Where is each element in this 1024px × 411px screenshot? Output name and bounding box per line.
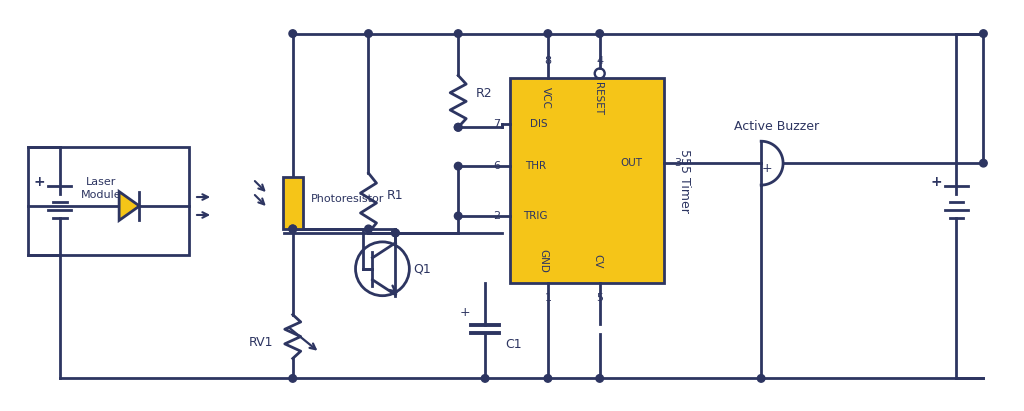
FancyBboxPatch shape bbox=[283, 177, 303, 229]
Circle shape bbox=[289, 225, 297, 233]
FancyBboxPatch shape bbox=[510, 79, 665, 283]
Circle shape bbox=[481, 375, 488, 382]
Text: Photoresistor: Photoresistor bbox=[310, 194, 384, 204]
Circle shape bbox=[455, 162, 462, 170]
Text: C1: C1 bbox=[505, 338, 521, 351]
Circle shape bbox=[455, 212, 462, 220]
Text: 7: 7 bbox=[493, 119, 500, 129]
Text: 555 Timer: 555 Timer bbox=[678, 149, 691, 212]
Text: DIS: DIS bbox=[530, 119, 548, 129]
Text: +: + bbox=[460, 306, 470, 319]
Text: 6: 6 bbox=[493, 161, 500, 171]
Text: R2: R2 bbox=[476, 87, 493, 100]
Text: OUT: OUT bbox=[621, 158, 642, 168]
Text: Laser: Laser bbox=[86, 177, 117, 187]
Circle shape bbox=[289, 375, 297, 382]
Circle shape bbox=[596, 30, 603, 37]
Text: +: + bbox=[34, 175, 45, 189]
Text: 4: 4 bbox=[596, 56, 603, 67]
Circle shape bbox=[455, 123, 462, 131]
Text: CV: CV bbox=[593, 254, 603, 268]
Text: +: + bbox=[931, 175, 942, 189]
Text: Active Buzzer: Active Buzzer bbox=[733, 120, 818, 133]
Circle shape bbox=[391, 229, 399, 237]
Circle shape bbox=[391, 229, 399, 237]
Circle shape bbox=[980, 30, 987, 37]
Circle shape bbox=[758, 375, 765, 382]
Circle shape bbox=[544, 375, 552, 382]
Text: 5: 5 bbox=[596, 293, 603, 303]
Circle shape bbox=[980, 159, 987, 167]
Polygon shape bbox=[119, 192, 139, 220]
Text: VCC: VCC bbox=[541, 88, 551, 109]
Circle shape bbox=[365, 225, 373, 233]
Text: Q1: Q1 bbox=[414, 262, 431, 275]
Text: GND: GND bbox=[538, 249, 548, 273]
Circle shape bbox=[289, 225, 297, 233]
Text: R1: R1 bbox=[386, 189, 403, 201]
Text: TRIG: TRIG bbox=[523, 211, 548, 221]
Circle shape bbox=[455, 123, 462, 131]
Text: Module: Module bbox=[81, 190, 122, 200]
Text: 2: 2 bbox=[493, 211, 500, 221]
Circle shape bbox=[289, 30, 297, 37]
Text: THR: THR bbox=[525, 161, 546, 171]
Text: +: + bbox=[762, 162, 772, 175]
Text: 3: 3 bbox=[675, 158, 681, 168]
Circle shape bbox=[365, 30, 373, 37]
Text: 8: 8 bbox=[545, 56, 552, 67]
Text: RV1: RV1 bbox=[248, 336, 272, 349]
Text: RESET: RESET bbox=[593, 82, 603, 115]
Circle shape bbox=[596, 375, 603, 382]
Text: 1: 1 bbox=[545, 293, 551, 303]
Circle shape bbox=[455, 30, 462, 37]
Circle shape bbox=[544, 30, 552, 37]
